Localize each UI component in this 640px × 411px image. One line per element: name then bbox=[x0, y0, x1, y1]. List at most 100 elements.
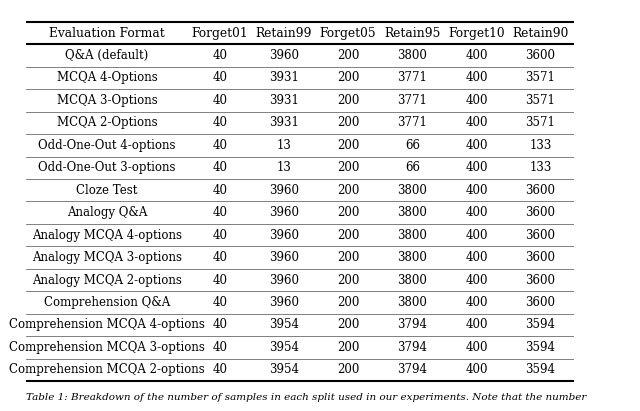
Text: Comprehension MCQA 4-options: Comprehension MCQA 4-options bbox=[9, 319, 205, 331]
Text: 200: 200 bbox=[337, 72, 359, 84]
Text: 200: 200 bbox=[337, 341, 359, 354]
Text: 40: 40 bbox=[212, 251, 227, 264]
Text: 3600: 3600 bbox=[525, 184, 556, 197]
Text: 3594: 3594 bbox=[525, 341, 556, 354]
Text: 400: 400 bbox=[465, 341, 488, 354]
Text: 133: 133 bbox=[529, 139, 552, 152]
Text: 40: 40 bbox=[212, 273, 227, 286]
Text: 3960: 3960 bbox=[269, 296, 299, 309]
Text: 400: 400 bbox=[465, 206, 488, 219]
Text: 3800: 3800 bbox=[397, 49, 428, 62]
Text: 400: 400 bbox=[465, 161, 488, 174]
Text: 3571: 3571 bbox=[525, 94, 556, 107]
Text: Retain95: Retain95 bbox=[384, 27, 440, 39]
Text: MCQA 3-Options: MCQA 3-Options bbox=[56, 94, 157, 107]
Text: 40: 40 bbox=[212, 49, 227, 62]
Text: Q&A (default): Q&A (default) bbox=[65, 49, 148, 62]
Text: 3600: 3600 bbox=[525, 229, 556, 242]
Text: 40: 40 bbox=[212, 319, 227, 331]
Text: 3771: 3771 bbox=[397, 72, 428, 84]
Text: 400: 400 bbox=[465, 49, 488, 62]
Text: 200: 200 bbox=[337, 161, 359, 174]
Text: Retain99: Retain99 bbox=[256, 27, 312, 39]
Text: 40: 40 bbox=[212, 139, 227, 152]
Text: 400: 400 bbox=[465, 229, 488, 242]
Text: 3954: 3954 bbox=[269, 363, 299, 376]
Text: Analogy MCQA 3-options: Analogy MCQA 3-options bbox=[32, 251, 182, 264]
Text: MCQA 2-Options: MCQA 2-Options bbox=[57, 116, 157, 129]
Text: 3571: 3571 bbox=[525, 72, 556, 84]
Text: 3600: 3600 bbox=[525, 206, 556, 219]
Text: 3800: 3800 bbox=[397, 251, 428, 264]
Text: 40: 40 bbox=[212, 229, 227, 242]
Text: 40: 40 bbox=[212, 161, 227, 174]
Text: 40: 40 bbox=[212, 206, 227, 219]
Text: 400: 400 bbox=[465, 273, 488, 286]
Text: 13: 13 bbox=[276, 161, 291, 174]
Text: 3960: 3960 bbox=[269, 206, 299, 219]
Text: Forget05: Forget05 bbox=[320, 27, 376, 39]
Text: Forget10: Forget10 bbox=[448, 27, 505, 39]
Text: MCQA 4-Options: MCQA 4-Options bbox=[56, 72, 157, 84]
Text: 3800: 3800 bbox=[397, 206, 428, 219]
Text: 400: 400 bbox=[465, 94, 488, 107]
Text: 400: 400 bbox=[465, 251, 488, 264]
Text: 40: 40 bbox=[212, 341, 227, 354]
Text: 400: 400 bbox=[465, 319, 488, 331]
Text: 3794: 3794 bbox=[397, 341, 428, 354]
Text: Comprehension Q&A: Comprehension Q&A bbox=[44, 296, 170, 309]
Text: 3600: 3600 bbox=[525, 49, 556, 62]
Text: 3931: 3931 bbox=[269, 72, 299, 84]
Text: Table 1: Breakdown of the number of samples in each split used in our experiment: Table 1: Breakdown of the number of samp… bbox=[26, 393, 586, 402]
Text: 200: 200 bbox=[337, 273, 359, 286]
Text: 3771: 3771 bbox=[397, 94, 428, 107]
Text: 3931: 3931 bbox=[269, 116, 299, 129]
Text: Forget01: Forget01 bbox=[191, 27, 248, 39]
Text: Analogy MCQA 4-options: Analogy MCQA 4-options bbox=[32, 229, 182, 242]
Text: 40: 40 bbox=[212, 72, 227, 84]
Text: Odd-One-Out 4-options: Odd-One-Out 4-options bbox=[38, 139, 176, 152]
Text: Evaluation Format: Evaluation Format bbox=[49, 27, 165, 39]
Text: 40: 40 bbox=[212, 116, 227, 129]
Text: 3954: 3954 bbox=[269, 341, 299, 354]
Text: 200: 200 bbox=[337, 206, 359, 219]
Text: 66: 66 bbox=[404, 161, 420, 174]
Text: 200: 200 bbox=[337, 251, 359, 264]
Text: 200: 200 bbox=[337, 116, 359, 129]
Text: 400: 400 bbox=[465, 184, 488, 197]
Text: 40: 40 bbox=[212, 296, 227, 309]
Text: 400: 400 bbox=[465, 116, 488, 129]
Text: 400: 400 bbox=[465, 296, 488, 309]
Text: 200: 200 bbox=[337, 49, 359, 62]
Text: 200: 200 bbox=[337, 139, 359, 152]
Text: 3800: 3800 bbox=[397, 184, 428, 197]
Text: 3594: 3594 bbox=[525, 319, 556, 331]
Text: 200: 200 bbox=[337, 184, 359, 197]
Text: 3800: 3800 bbox=[397, 296, 428, 309]
Text: 200: 200 bbox=[337, 94, 359, 107]
Text: 40: 40 bbox=[212, 184, 227, 197]
Text: 3800: 3800 bbox=[397, 229, 428, 242]
Text: 3600: 3600 bbox=[525, 296, 556, 309]
Text: 3960: 3960 bbox=[269, 184, 299, 197]
Text: 3960: 3960 bbox=[269, 229, 299, 242]
Text: 3960: 3960 bbox=[269, 49, 299, 62]
Text: 200: 200 bbox=[337, 229, 359, 242]
Text: Analogy Q&A: Analogy Q&A bbox=[67, 206, 147, 219]
Text: Cloze Test: Cloze Test bbox=[76, 184, 138, 197]
Text: 3794: 3794 bbox=[397, 363, 428, 376]
Text: Comprehension MCQA 3-options: Comprehension MCQA 3-options bbox=[9, 341, 205, 354]
Text: 200: 200 bbox=[337, 319, 359, 331]
Text: 40: 40 bbox=[212, 363, 227, 376]
Text: 200: 200 bbox=[337, 363, 359, 376]
Text: 3794: 3794 bbox=[397, 319, 428, 331]
Text: 400: 400 bbox=[465, 363, 488, 376]
Text: 3594: 3594 bbox=[525, 363, 556, 376]
Text: 3960: 3960 bbox=[269, 251, 299, 264]
Text: 400: 400 bbox=[465, 139, 488, 152]
Text: 200: 200 bbox=[337, 296, 359, 309]
Text: 400: 400 bbox=[465, 72, 488, 84]
Text: 3771: 3771 bbox=[397, 116, 428, 129]
Text: Retain90: Retain90 bbox=[513, 27, 569, 39]
Text: 3960: 3960 bbox=[269, 273, 299, 286]
